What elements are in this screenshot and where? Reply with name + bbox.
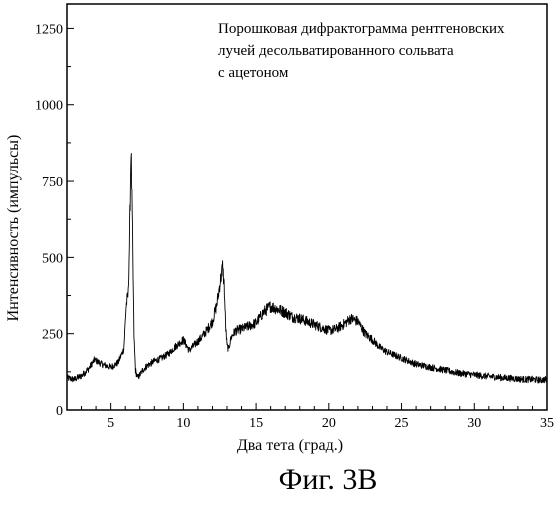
y-tick-label: 1000 <box>35 99 63 114</box>
y-axis-title: Интенсивность (импульсы) <box>5 135 22 322</box>
annotation-line-1: Порошковая дифрактограмма рентгеновских <box>218 21 505 37</box>
x-tick-label: 15 <box>249 416 263 431</box>
y-tick-label: 1250 <box>35 22 63 37</box>
x-tick-label: 25 <box>395 416 409 431</box>
x-tick-label: 30 <box>467 416 481 431</box>
annotation-line-3: с ацетоном <box>218 65 289 81</box>
diffraction-trace <box>66 153 548 384</box>
x-axis-ticks: 5 10 15 20 25 30 35 <box>66 403 554 431</box>
series-layer <box>66 153 548 384</box>
y-tick-label: 250 <box>42 328 63 343</box>
annotation-line-2: лучей десольватированного сольвата <box>218 43 454 59</box>
y-axis-ticks: 0 250 500 750 1000 1250 <box>35 22 74 419</box>
figure-caption: Фиг. 3В <box>279 463 378 496</box>
y-tick-label: 0 <box>56 404 63 419</box>
x-tick-label: 5 <box>107 416 114 431</box>
x-tick-label: 35 <box>540 416 554 431</box>
plot-frame <box>66 3 548 411</box>
y-tick-label: 750 <box>42 175 63 190</box>
x-tick-label: 10 <box>176 416 190 431</box>
x-axis-title: Два тета (град.) <box>237 437 343 454</box>
y-tick-label: 500 <box>42 251 63 266</box>
x-tick-label: 20 <box>322 416 336 431</box>
